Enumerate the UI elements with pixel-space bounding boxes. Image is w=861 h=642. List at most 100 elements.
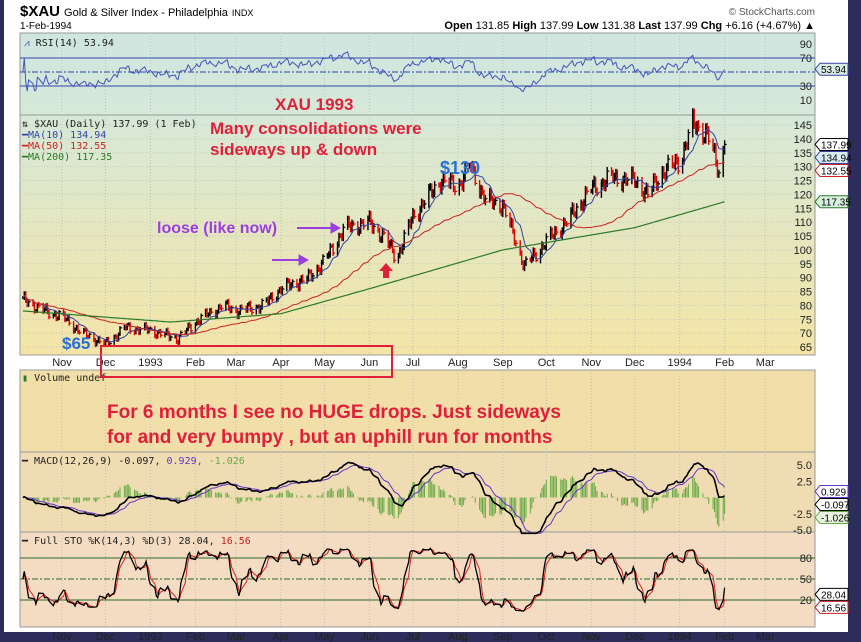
x-tick-label: Apr xyxy=(272,357,289,369)
macd-tick-label: 2.5 xyxy=(797,476,812,488)
copyright: © StockCharts.com xyxy=(729,7,815,18)
ma200-value-tag-box xyxy=(814,195,849,209)
x-tick-label: Nov xyxy=(52,357,72,369)
gridlines xyxy=(20,33,815,627)
ma200-line xyxy=(22,201,725,323)
ma50-value-tag: 132.55 xyxy=(814,163,852,177)
macd-tick-label: -2.5 xyxy=(793,509,812,521)
sto-d-tag-box xyxy=(814,600,849,614)
price-tick-label: 100 xyxy=(794,245,812,257)
macd-hist-tag-text: -1.026 xyxy=(821,513,850,524)
rsi-tick-label: 10 xyxy=(800,95,812,107)
axes: Nov Nov Dec Dec 1993 1993 Feb Feb Mar Mar Apr Apr Ma… xyxy=(52,39,852,642)
x-tick-label: Feb xyxy=(715,631,734,642)
x-tick-label: 1994 xyxy=(667,631,691,642)
annotation-line2: sideways up & down xyxy=(210,140,377,159)
x-tick-label: Oct xyxy=(538,631,555,642)
highlight-box xyxy=(100,345,393,378)
red-up-arrow-icon xyxy=(379,263,393,278)
header-date: 1-Feb-1994 xyxy=(20,21,72,32)
price-tick-label: 140 xyxy=(794,134,812,146)
series-marks xyxy=(22,51,727,613)
volume-panel xyxy=(19,369,816,453)
annotation-loose: loose (like now) xyxy=(157,220,277,237)
ma10-value-tag-text: 134.94 xyxy=(821,153,852,164)
x-tick-label: Nov xyxy=(581,357,601,369)
annotation-peak: $130 xyxy=(440,158,480,178)
macd-signal-tag-text: 0.929 xyxy=(821,487,846,498)
macd-tick-label: 5.0 xyxy=(797,460,812,472)
price-tick-label: 125 xyxy=(794,176,812,188)
x-tick-label: Mar xyxy=(227,631,246,642)
price-tick-label: 85 xyxy=(800,287,812,299)
ma200-legend: ━MA(200) 117.35 xyxy=(21,152,112,163)
x-tick-label: Dec xyxy=(96,357,116,369)
macd-value-tag: -0.097 xyxy=(814,497,850,511)
sto-k-tag: 28.04 xyxy=(814,587,849,601)
x-tick-label: Jun xyxy=(361,631,379,642)
sto-tick-label: 80 xyxy=(800,553,812,565)
macd-tick-label: -5.0 xyxy=(793,525,812,537)
x-tick-label: Dec xyxy=(625,357,645,369)
last-price-tag-text: 137.99 xyxy=(821,140,852,151)
macd-value-tag-box xyxy=(814,497,849,511)
annotation-title: XAU 1993 xyxy=(275,95,353,114)
x-tick-label: Aug xyxy=(448,357,468,369)
price-tick-label: 120 xyxy=(794,189,812,201)
rsi-tick-label: 30 xyxy=(800,81,812,93)
macd-line xyxy=(22,461,726,535)
purple-arrow-icon xyxy=(272,254,310,266)
price-tick-label: 90 xyxy=(800,273,812,285)
sto-tick-label: 20 xyxy=(800,595,812,607)
ma10-value-tag-box xyxy=(814,150,849,164)
price-tick-label: 75 xyxy=(800,314,812,326)
price-tick-label: 105 xyxy=(794,231,812,243)
ma10-value-tag: 134.94 xyxy=(814,150,852,164)
ma10-line xyxy=(22,128,725,343)
macd-hist-tag-box xyxy=(814,510,849,524)
annotation-line1: Many consolidations were xyxy=(210,119,422,138)
x-tick-label: May xyxy=(314,631,335,642)
ma200-value-tag: 117.35 xyxy=(814,195,851,209)
sto-legend: ━ Full STO %K(14,3) %D(3) 28.04, 16.56 xyxy=(21,536,251,547)
ma200-value-tag-text: 117.35 xyxy=(821,198,851,209)
rsi-tick-label: 70 xyxy=(800,53,812,65)
rsi-panel xyxy=(19,32,816,116)
ma50-legend: ━MA(50) 132.55 xyxy=(21,141,106,152)
sto-tick-label: 50 xyxy=(800,574,812,586)
rsi-value-tag-box xyxy=(814,62,849,76)
ma50-line xyxy=(22,161,725,335)
x-tick-label: Sep xyxy=(493,631,513,642)
price-legend: ⇅ $XAU (Daily) 137.99 (1 Feb) xyxy=(21,119,197,130)
price-tick-label: 80 xyxy=(800,300,812,312)
price-tick-label: 115 xyxy=(794,203,812,215)
annotation-note1: For 6 months I see no HUGE drops. Just s… xyxy=(107,402,561,423)
x-tick-label: Dec xyxy=(625,631,645,642)
x-tick-label: Apr xyxy=(272,631,289,642)
sto-k-tag-box xyxy=(814,587,849,601)
x-tick-label: Mar xyxy=(756,357,775,369)
x-tick-label: May xyxy=(314,357,335,369)
ma10-legend: ━MA(10) 134.94 xyxy=(21,130,106,141)
rsi-value-tag-text: 53.94 xyxy=(821,65,846,76)
ma50-value-tag-box xyxy=(814,163,849,177)
sto-k-line xyxy=(22,547,726,613)
price-tick-label: 135 xyxy=(794,148,812,160)
last-price-tag-box xyxy=(814,137,849,151)
price-tick-label: 110 xyxy=(794,217,812,229)
price-tick-label: 145 xyxy=(794,120,812,132)
annotation-note2: for and very bumpy , but an uphill run f… xyxy=(107,427,552,448)
price-tick-label: 130 xyxy=(794,162,812,174)
x-tick-label: Feb xyxy=(715,357,734,369)
price-tick-label: 70 xyxy=(800,328,812,340)
x-tick-label: Nov xyxy=(52,631,72,642)
x-tick-label: Feb xyxy=(186,631,205,642)
x-tick-label: Jul xyxy=(406,357,420,369)
last-price-tag: 137.99 xyxy=(814,137,852,151)
price-tick-label: 65 xyxy=(800,342,812,354)
x-tick-label: Aug xyxy=(448,631,468,642)
x-tick-label: 1994 xyxy=(667,357,691,369)
x-tick-label: Jun xyxy=(361,357,379,369)
x-tick-label: 1993 xyxy=(138,631,162,642)
x-tick-label: Mar xyxy=(756,631,775,642)
